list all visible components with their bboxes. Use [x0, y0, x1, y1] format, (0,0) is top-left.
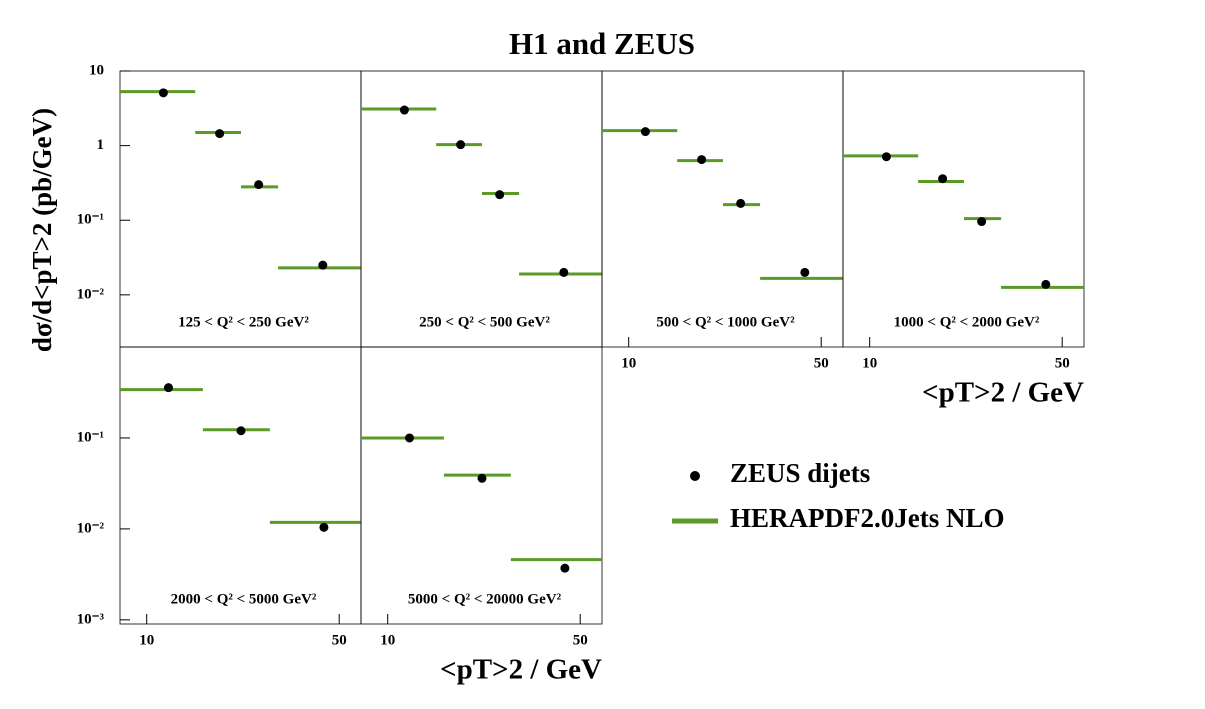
- panel-label: 125 < Q² < 250 GeV²: [178, 314, 309, 330]
- data-point: [697, 155, 707, 165]
- y-tick-label: 10⁻³: [77, 611, 105, 627]
- data-point: [215, 129, 225, 139]
- data-point: [881, 152, 891, 162]
- panel-label: 5000 < Q² < 20000 GeV²: [408, 591, 562, 607]
- panel-frame: [842, 70, 1085, 348]
- panel-label: 2000 < Q² < 5000 GeV²: [171, 591, 317, 607]
- data-point: [477, 473, 487, 483]
- data-point: [1041, 279, 1051, 289]
- y-tick-label: 10⁻¹: [77, 429, 104, 445]
- legend-label: ZEUS dijets: [730, 458, 870, 488]
- x-axis-label: <pT>2 / GeV: [440, 654, 602, 686]
- data-point: [559, 267, 569, 277]
- x-tick-label: 50: [814, 355, 829, 371]
- data-point: [640, 127, 650, 137]
- y-tick-label: 10⁻²: [77, 520, 105, 536]
- x-axis-label: <pT>2 / GeV: [922, 377, 1084, 409]
- panel-label: 1000 < Q² < 2000 GeV²: [894, 314, 1040, 330]
- y-tick-label: 10⁻²: [77, 286, 105, 302]
- panel-frame: [360, 346, 603, 625]
- y-axis-label: dσ/d<pT>2 (pb/GeV): [27, 108, 57, 352]
- panel-frame: [360, 70, 603, 348]
- data-point: [318, 260, 328, 270]
- data-point: [158, 88, 168, 98]
- x-tick-label: 10: [862, 355, 877, 371]
- data-point: [977, 217, 987, 227]
- legend-label: HERAPDF2.0Jets NLO: [730, 503, 1004, 533]
- y-tick-label: 10: [89, 62, 104, 78]
- panel-frame: [119, 70, 362, 348]
- x-tick-label: 10: [380, 632, 395, 648]
- data-point: [736, 198, 746, 208]
- data-point: [456, 140, 466, 150]
- panel-label: 500 < Q² < 1000 GeV²: [656, 314, 795, 330]
- y-tick-label: 1: [97, 137, 105, 153]
- data-point: [495, 190, 505, 200]
- x-tick-label: 50: [332, 632, 347, 648]
- data-point: [560, 563, 570, 573]
- legend-marker: [690, 471, 700, 481]
- x-tick-label: 10: [139, 632, 154, 648]
- data-point: [163, 383, 173, 393]
- data-point: [399, 105, 409, 115]
- y-tick-label: 10⁻¹: [77, 212, 104, 228]
- data-point: [254, 180, 264, 190]
- data-point: [404, 433, 414, 443]
- data-point: [938, 174, 948, 184]
- data-point: [319, 522, 329, 532]
- chart-title: H1 and ZEUS: [509, 26, 695, 61]
- x-tick-label: 50: [1055, 355, 1070, 371]
- panel-frame: [601, 70, 844, 348]
- x-tick-label: 50: [573, 632, 588, 648]
- panel-label: 250 < Q² < 500 GeV²: [419, 314, 550, 330]
- data-point: [236, 426, 246, 436]
- x-tick-label: 10: [621, 355, 636, 371]
- data-point: [800, 267, 810, 277]
